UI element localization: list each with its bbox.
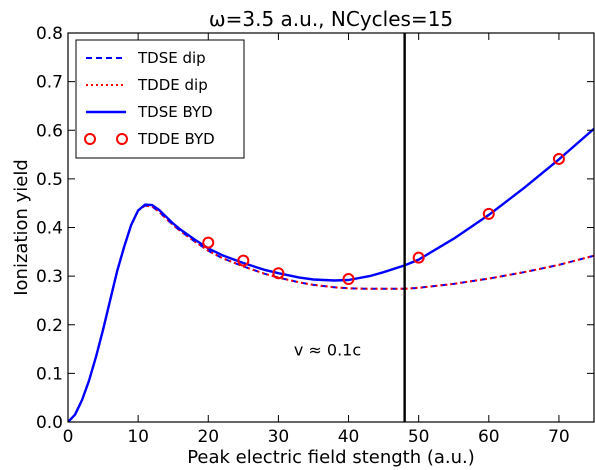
velocity-annotation: v ≈ 0.1c <box>294 340 361 359</box>
legend-marker <box>116 133 128 145</box>
x-tick-label: 20 <box>197 427 219 447</box>
x-tick-label: 70 <box>548 427 570 447</box>
series-line-tdde-dip <box>68 204 594 422</box>
legend-box <box>75 39 245 159</box>
ticks-layer: 0 10 20 30 40 50 60 70 0.0 0.1 0.2 0.3 0.4 0.5 0.6 0.7 0… <box>36 24 594 447</box>
legend-label: TDSE BYD <box>137 103 213 121</box>
legend-label: TDDE BYD <box>137 130 215 148</box>
y-tick-label: 0.5 <box>36 170 63 190</box>
series-line-tdse-byd <box>68 127 594 422</box>
y-tick-label: 0.7 <box>36 73 63 93</box>
x-tick-label: 60 <box>478 427 500 447</box>
x-axis-title: Peak electric field stength (a.u.) <box>187 447 475 468</box>
x-tick-label: 50 <box>408 427 430 447</box>
x-tick-label: 10 <box>127 427 149 447</box>
tdde-byd-marker <box>237 254 250 267</box>
y-tick-label: 0.3 <box>36 267 63 287</box>
y-axis-title: Ionization yield <box>11 159 32 296</box>
y-tick-label: 0.1 <box>36 364 63 384</box>
tdde-byd-marker <box>272 267 285 280</box>
y-tick-label: 0.6 <box>36 121 63 141</box>
y-tick-label: 0.4 <box>36 219 63 239</box>
y-tick-label: 0.2 <box>36 316 63 336</box>
legend-label: TDDE dip <box>137 76 208 94</box>
chart-title: ω=3.5 a.u., NCycles=15 <box>209 7 453 31</box>
series-line-tdse-dip <box>68 204 594 422</box>
legend-marker <box>84 133 96 145</box>
tdde-byd-marker <box>412 251 425 264</box>
legend-item: TDSE dip <box>86 49 206 67</box>
legend: TDSE dip TDDE dip TDSE BYD TDDE BYD <box>75 39 245 159</box>
x-tick-label: 40 <box>338 427 360 447</box>
legend-item: TDDE dip <box>86 76 208 94</box>
y-tick-label: 0.0 <box>36 413 63 433</box>
tdde-byd-marker <box>552 152 565 165</box>
legend-item: TDDE BYD <box>84 130 215 148</box>
tdde-byd-marker <box>342 273 355 286</box>
tdde-byd-marker <box>482 207 495 220</box>
series-layer <box>68 127 594 422</box>
y-tick-label: 0.8 <box>36 24 63 44</box>
x-tick-label: 30 <box>268 427 290 447</box>
x-tick-label: 0 <box>63 427 74 447</box>
legend-label: TDSE dip <box>137 49 206 67</box>
tdde-byd-marker <box>202 236 215 249</box>
legend-item: TDSE BYD <box>86 103 213 121</box>
